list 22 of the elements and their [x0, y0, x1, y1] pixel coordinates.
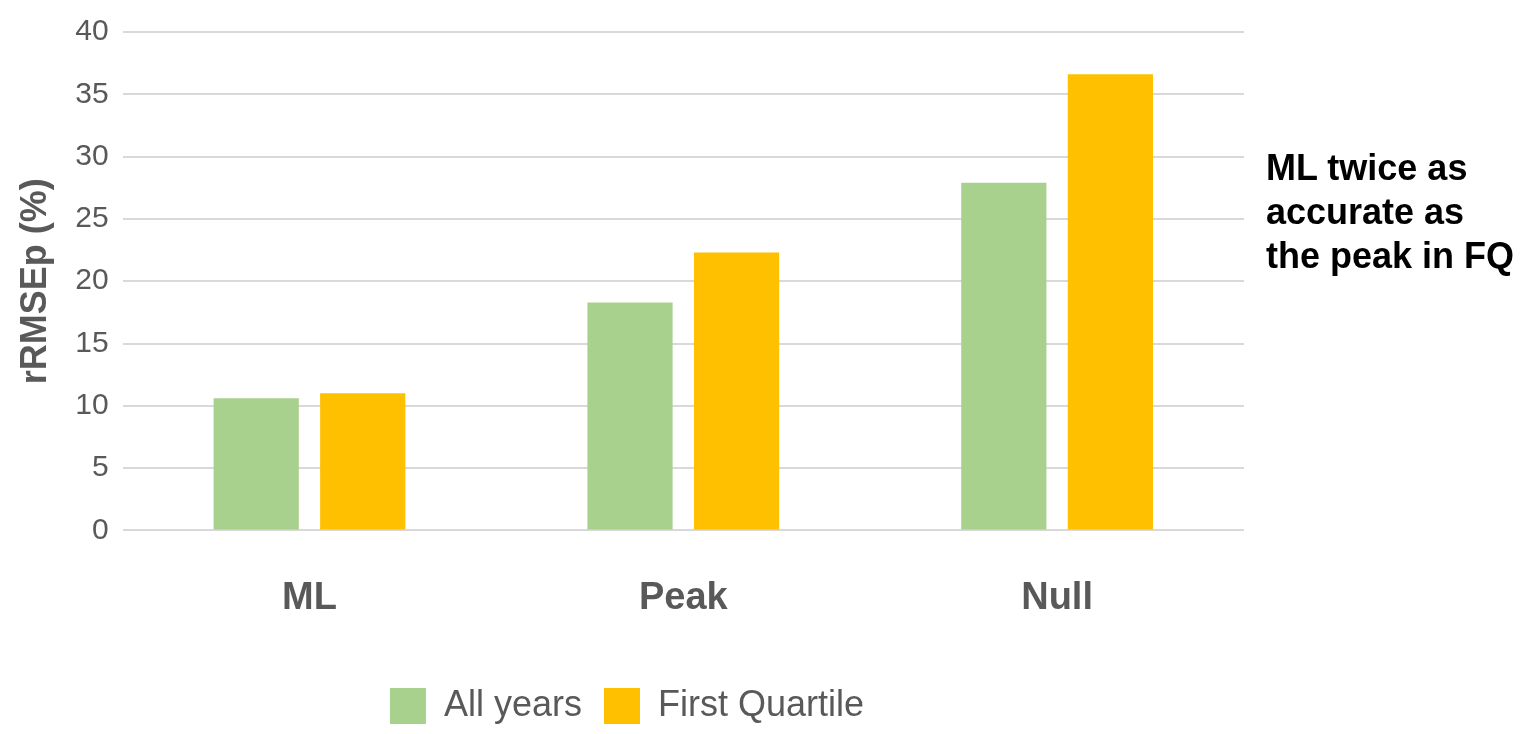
y-tick-label: 30	[75, 137, 109, 171]
y-tick-label: 40	[75, 13, 109, 47]
y-tick-label: 10	[75, 387, 109, 421]
y-tick-label: 25	[75, 200, 109, 234]
y-tick-label: 15	[75, 324, 109, 358]
x-tick-label: ML	[282, 574, 337, 617]
bar	[1067, 74, 1153, 530]
text: ML twice as accurate as the peak in FQ	[1266, 146, 1516, 278]
y-tick-label: 20	[75, 262, 109, 296]
legend-label: All years	[443, 682, 583, 724]
y-tick-label: 5	[91, 449, 109, 483]
bar	[587, 302, 673, 530]
legend-label: First Quartile	[658, 682, 865, 724]
bar	[693, 252, 780, 530]
bar	[320, 393, 406, 530]
bar	[213, 398, 299, 530]
y-tick-label: 35	[75, 75, 109, 109]
bar	[961, 182, 1047, 530]
x-tick-label: Null	[1021, 574, 1093, 617]
x-tick-label: Peak	[638, 574, 729, 617]
y-tick-label: 0	[91, 511, 109, 545]
y-axis-title: rRMSEp (%)	[12, 178, 54, 385]
